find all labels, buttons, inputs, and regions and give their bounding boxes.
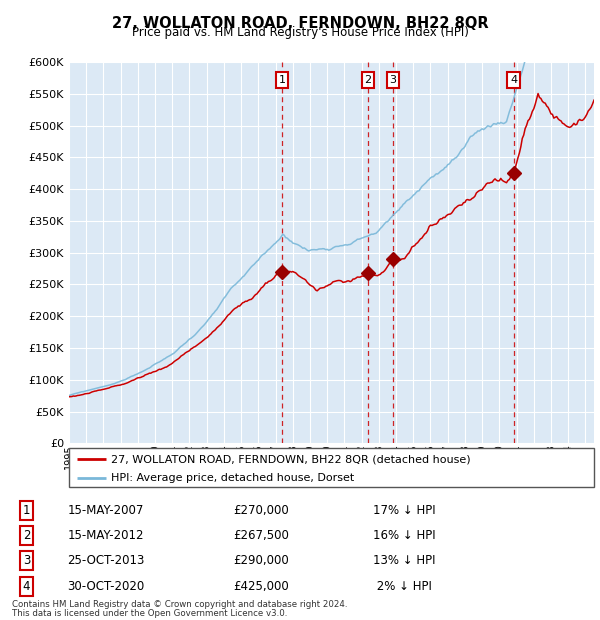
Text: Price paid vs. HM Land Registry's House Price Index (HPI): Price paid vs. HM Land Registry's House … bbox=[131, 26, 469, 39]
Text: £290,000: £290,000 bbox=[233, 554, 289, 567]
Text: This data is licensed under the Open Government Licence v3.0.: This data is licensed under the Open Gov… bbox=[12, 608, 287, 618]
Text: Contains HM Land Registry data © Crown copyright and database right 2024.: Contains HM Land Registry data © Crown c… bbox=[12, 600, 347, 609]
Text: 2% ↓ HPI: 2% ↓ HPI bbox=[373, 580, 432, 593]
Text: 17% ↓ HPI: 17% ↓ HPI bbox=[373, 504, 436, 517]
Text: 25-OCT-2013: 25-OCT-2013 bbox=[67, 554, 145, 567]
Text: 2: 2 bbox=[23, 529, 30, 542]
Text: 3: 3 bbox=[23, 554, 30, 567]
Text: 3: 3 bbox=[389, 75, 397, 85]
Text: £270,000: £270,000 bbox=[233, 504, 289, 517]
Text: 2: 2 bbox=[364, 75, 371, 85]
Text: £267,500: £267,500 bbox=[233, 529, 289, 542]
Text: £425,000: £425,000 bbox=[233, 580, 289, 593]
Text: 4: 4 bbox=[23, 580, 30, 593]
Text: 15-MAY-2012: 15-MAY-2012 bbox=[67, 529, 144, 542]
Text: 16% ↓ HPI: 16% ↓ HPI bbox=[373, 529, 436, 542]
Text: HPI: Average price, detached house, Dorset: HPI: Average price, detached house, Dors… bbox=[111, 473, 354, 483]
Text: 27, WOLLATON ROAD, FERNDOWN, BH22 8QR: 27, WOLLATON ROAD, FERNDOWN, BH22 8QR bbox=[112, 16, 488, 30]
Text: 13% ↓ HPI: 13% ↓ HPI bbox=[373, 554, 436, 567]
FancyBboxPatch shape bbox=[69, 448, 594, 487]
Text: 1: 1 bbox=[23, 504, 30, 517]
Text: 30-OCT-2020: 30-OCT-2020 bbox=[67, 580, 145, 593]
Text: 15-MAY-2007: 15-MAY-2007 bbox=[67, 504, 143, 517]
Text: 27, WOLLATON ROAD, FERNDOWN, BH22 8QR (detached house): 27, WOLLATON ROAD, FERNDOWN, BH22 8QR (d… bbox=[111, 454, 470, 464]
Text: 4: 4 bbox=[510, 75, 517, 85]
Text: 1: 1 bbox=[278, 75, 286, 85]
